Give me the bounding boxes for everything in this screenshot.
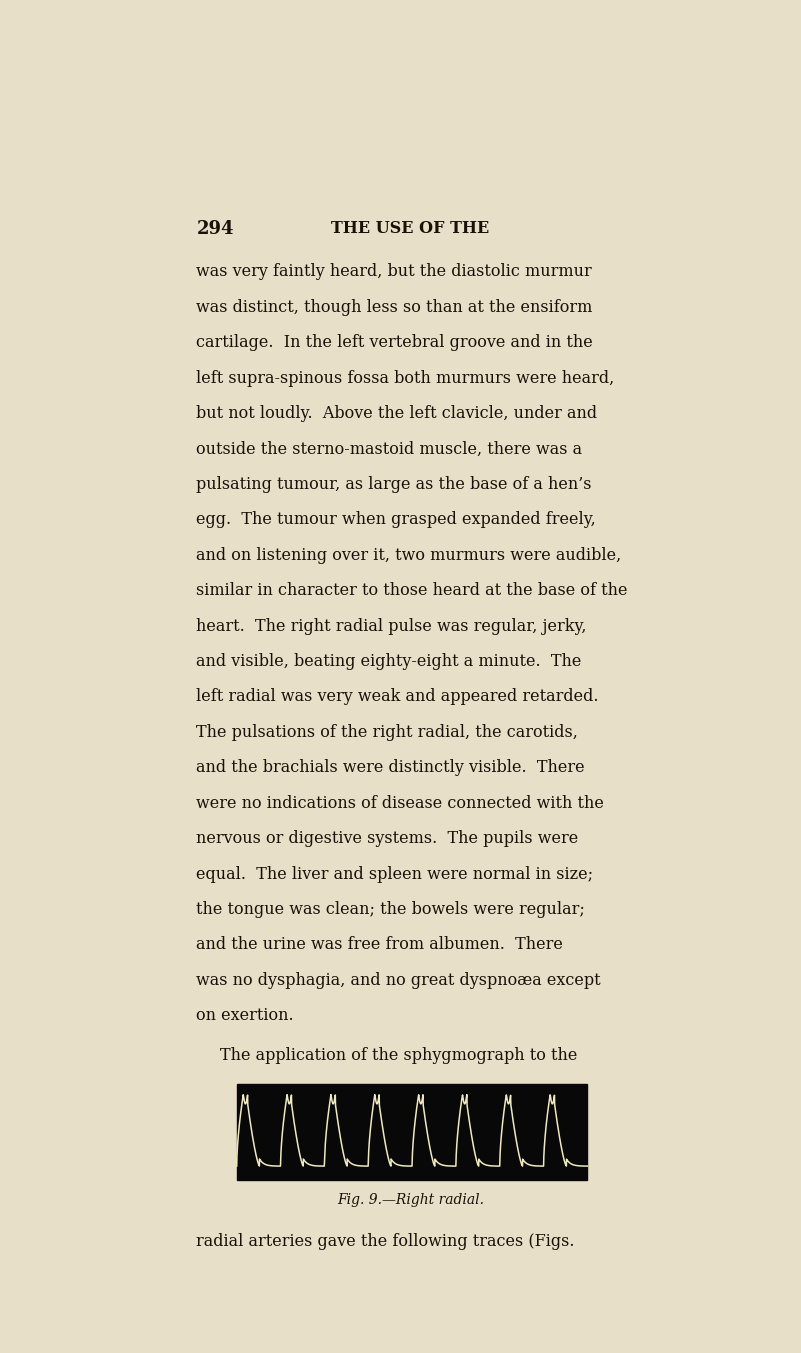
Text: and on listening over it, two murmurs were audible,: and on listening over it, two murmurs we… bbox=[196, 547, 622, 564]
Text: and the brachials were distinctly visible.  There: and the brachials were distinctly visibl… bbox=[196, 759, 585, 777]
Text: Fig. 9.—Right radial.: Fig. 9.—Right radial. bbox=[337, 1193, 484, 1207]
Text: heart.  The right radial pulse was regular, jerky,: heart. The right radial pulse was regula… bbox=[196, 617, 587, 635]
Text: THE USE OF THE: THE USE OF THE bbox=[332, 219, 489, 237]
Text: and the urine was free from albumen.  There: and the urine was free from albumen. The… bbox=[196, 936, 563, 954]
Text: 294: 294 bbox=[196, 219, 234, 238]
Text: but not loudly.  Above the left clavicle, under and: but not loudly. Above the left clavicle,… bbox=[196, 405, 598, 422]
Text: pulsating tumour, as large as the base of a hen’s: pulsating tumour, as large as the base o… bbox=[196, 476, 592, 492]
Text: was distinct, though less so than at the ensiform: was distinct, though less so than at the… bbox=[196, 299, 593, 315]
Text: egg.  The tumour when grasped expanded freely,: egg. The tumour when grasped expanded fr… bbox=[196, 511, 596, 529]
Text: The pulsations of the right radial, the carotids,: The pulsations of the right radial, the … bbox=[196, 724, 578, 741]
Text: were no indications of disease connected with the: were no indications of disease connected… bbox=[196, 794, 604, 812]
Text: radial arteries gave the following traces (Figs.: radial arteries gave the following trace… bbox=[196, 1233, 575, 1250]
Text: was no dysphagia, and no great dyspnoæa except: was no dysphagia, and no great dyspnoæa … bbox=[196, 971, 601, 989]
Text: the tongue was clean; the bowels were regular;: the tongue was clean; the bowels were re… bbox=[196, 901, 586, 917]
Text: cartilage.  In the left vertebral groove and in the: cartilage. In the left vertebral groove … bbox=[196, 334, 593, 352]
Text: outside the sterno-mastoid muscle, there was a: outside the sterno-mastoid muscle, there… bbox=[196, 441, 582, 457]
Text: The application of the sphygmograph to the: The application of the sphygmograph to t… bbox=[220, 1047, 578, 1063]
Text: and visible, beating eighty-eight a minute.  The: and visible, beating eighty-eight a minu… bbox=[196, 653, 582, 670]
Text: on exertion.: on exertion. bbox=[196, 1007, 294, 1024]
Text: equal.  The liver and spleen were normal in size;: equal. The liver and spleen were normal … bbox=[196, 866, 594, 882]
Text: left supra-spinous fossa both murmurs were heard,: left supra-spinous fossa both murmurs we… bbox=[196, 369, 614, 387]
Text: was very faintly heard, but the diastolic murmur: was very faintly heard, but the diastoli… bbox=[196, 264, 592, 280]
Text: nervous or digestive systems.  The pupils were: nervous or digestive systems. The pupils… bbox=[196, 831, 578, 847]
Text: similar in character to those heard at the base of the: similar in character to those heard at t… bbox=[196, 582, 628, 599]
FancyBboxPatch shape bbox=[237, 1084, 587, 1180]
Text: left radial was very weak and appeared retarded.: left radial was very weak and appeared r… bbox=[196, 689, 599, 705]
